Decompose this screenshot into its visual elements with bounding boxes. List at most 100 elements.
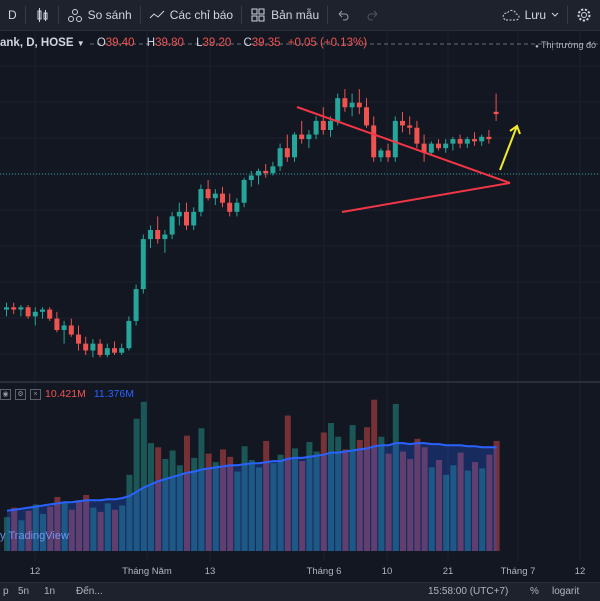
time-tick: Tháng Năm: [122, 566, 172, 577]
candle-body: [184, 211, 189, 226]
volume-bar: [18, 520, 25, 551]
volume-bar: [155, 447, 162, 551]
undo-icon: [338, 10, 349, 21]
redo-icon: [367, 10, 378, 21]
close-icon[interactable]: ×: [30, 388, 41, 400]
settings-small-icon[interactable]: ⚙: [15, 388, 26, 400]
candle-body: [18, 307, 24, 310]
toolbar-divider: [241, 6, 243, 24]
volume-bar: [428, 467, 435, 551]
volume-bar: [292, 448, 298, 551]
market-status[interactable]: ● Thị trường đó: [535, 40, 596, 50]
breakout-arrow[interactable]: [499, 125, 518, 171]
volume-bar: [25, 510, 32, 551]
candle-body: [378, 150, 384, 158]
volume-bar: [306, 442, 313, 551]
volume-bar: [371, 399, 378, 551]
volume-bar: [486, 454, 493, 551]
volume-bar: [4, 517, 10, 551]
volume-bar: [220, 449, 226, 551]
percent-toggle[interactable]: %: [530, 586, 539, 597]
volume-bar: [112, 509, 118, 551]
volume-bar: [234, 471, 241, 551]
candle-body: [212, 193, 218, 199]
time-tick: 10: [381, 566, 393, 577]
volume-bar: [284, 415, 291, 551]
volume-bar: [457, 452, 464, 551]
volume-bar: [61, 502, 68, 551]
settings-button[interactable]: [568, 0, 600, 30]
volume-bar: [479, 468, 486, 551]
chart-area[interactable]: [0, 30, 600, 561]
candle-body: [313, 120, 319, 135]
candle-body: [328, 120, 333, 130]
volume-bar: [313, 451, 320, 551]
volume-bar: [493, 440, 500, 551]
volume-ma-area: [7, 443, 497, 551]
compare-button[interactable]: So sánh: [59, 0, 140, 30]
volume-bar: [212, 462, 219, 551]
volume-bar: [126, 474, 133, 551]
undo-button[interactable]: [328, 0, 358, 30]
candle-body: [292, 134, 297, 158]
candle-body: [4, 307, 9, 310]
candle-body: [428, 143, 434, 153]
volume-bar: [54, 497, 61, 551]
volume-ma-value: 11.376M: [93, 388, 134, 400]
candle-body: [169, 216, 175, 235]
candle-body: [205, 189, 211, 199]
range-button[interactable]: 5n: [18, 586, 30, 597]
candle-body: [263, 170, 269, 174]
cloud-icon: [502, 9, 520, 21]
candle-body: [256, 170, 261, 176]
volume-bar: [133, 418, 140, 551]
interval-button[interactable]: D: [0, 0, 25, 30]
triangle-upper-line[interactable]: [296, 106, 511, 184]
candle-body: [320, 120, 326, 130]
eye-icon[interactable]: ◉: [0, 388, 11, 400]
candle-body: [176, 211, 182, 217]
volume-bar: [356, 439, 363, 551]
volume-bar: [414, 438, 421, 551]
triangle-lower-line[interactable]: [341, 182, 511, 213]
time-tick: Tháng 7: [500, 566, 536, 577]
volume-bar: [342, 449, 349, 551]
volume-bar: [83, 494, 90, 551]
volume-bar: [119, 505, 126, 551]
open-label: O: [96, 37, 106, 49]
price-chart[interactable]: [0, 30, 600, 561]
candle-body: [342, 98, 348, 108]
range-button[interactable]: p: [3, 586, 9, 597]
candle-body: [133, 289, 139, 321]
bar-style-button[interactable]: [26, 0, 58, 30]
volume-bar: [392, 403, 399, 551]
range-button[interactable]: 1n: [44, 586, 56, 597]
volume-ma-line: [6, 442, 497, 512]
toolbar-divider: [57, 6, 59, 24]
volume-bar: [299, 461, 306, 551]
volume-bar: [40, 513, 46, 551]
time-axis[interactable]: 12 Tháng Năm 13 Tháng 6 10 21 Tháng 7 12: [0, 561, 600, 580]
candle-body: [299, 134, 305, 140]
goto-date-button[interactable]: Đến...: [76, 586, 103, 597]
save-button[interactable]: Lưu: [494, 0, 567, 30]
templates-button[interactable]: Bản mẫu: [242, 0, 327, 30]
clock-time[interactable]: 15:58:00 (UTC+7): [428, 586, 509, 597]
candle-body: [407, 125, 413, 128]
redo-button[interactable]: [358, 0, 388, 30]
symbol-label[interactable]: ank, D, HOSE: [0, 37, 74, 49]
indicators-label: Các chỉ báo: [169, 8, 234, 22]
candle-body: [61, 325, 67, 330]
candle-body: [191, 211, 197, 226]
volume-bar: [277, 454, 284, 551]
caret-down-icon[interactable]: ▼: [76, 39, 85, 48]
log-toggle[interactable]: logarit: [552, 586, 580, 597]
candle-body: [385, 150, 391, 158]
high-label: H: [146, 37, 156, 49]
indicators-button[interactable]: Các chỉ báo: [141, 0, 241, 30]
volume-bar: [464, 470, 471, 551]
time-tick: Tháng 6: [306, 566, 342, 577]
volume-bar: [385, 453, 392, 551]
market-status-label: Thị trường đó: [541, 40, 596, 50]
volume-bar: [241, 446, 248, 551]
